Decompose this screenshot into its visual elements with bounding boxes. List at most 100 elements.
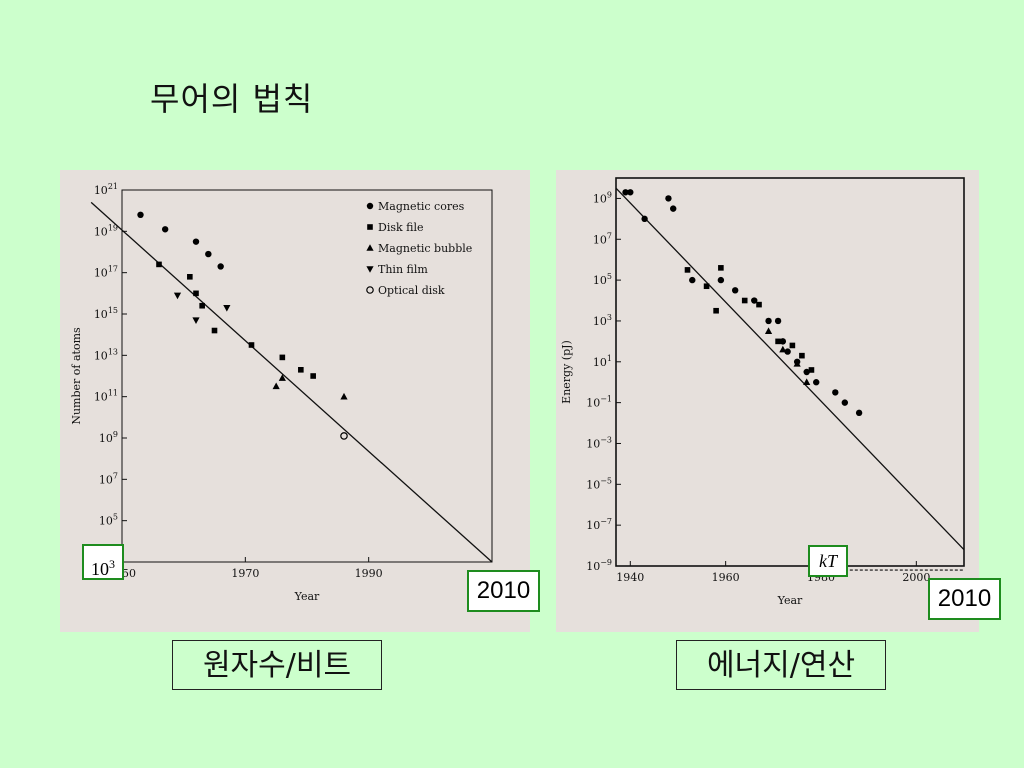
data-point [205, 250, 212, 258]
legend-marker [366, 286, 374, 294]
legend-entry: Magnetic cores [378, 200, 465, 213]
y-tick-label: 1011 [94, 389, 118, 404]
y-tick-label: 105 [593, 272, 612, 287]
trend-line [615, 187, 965, 551]
data-point [832, 389, 839, 396]
data-point [137, 211, 144, 218]
data-point [784, 348, 791, 355]
data-point [751, 297, 758, 304]
data-point [841, 399, 849, 406]
y-tick-label: 1021 [94, 182, 118, 197]
x-tick-label: 2000 [902, 571, 930, 584]
legend-entry: Optical disk [378, 284, 445, 297]
data-point [223, 305, 231, 312]
legend-entry: Magnetic bubble [378, 242, 472, 255]
data-point [298, 367, 304, 373]
data-point [248, 342, 255, 348]
legend-entry: Disk file [378, 221, 424, 234]
slide-title: 무어의 법칙 [150, 80, 314, 118]
data-point [665, 195, 672, 202]
data-point [192, 317, 200, 324]
y-tick-label: 107 [99, 471, 118, 486]
data-point [774, 317, 782, 325]
data-point [855, 409, 863, 417]
y-tick-label: 10−9 [586, 558, 612, 573]
y-tick-label: 109 [99, 430, 118, 445]
data-point [789, 342, 796, 349]
legend-entry: Thin film [378, 263, 428, 276]
atoms-1e3-highlight: 103 [82, 544, 124, 580]
legend-marker [366, 202, 374, 210]
plot-frame [615, 177, 965, 567]
trend-line [90, 201, 493, 563]
data-point [187, 274, 193, 280]
energy-per-operation-chart: 1940 1960 1980 200010−910−710−510−310−11011… [560, 177, 965, 607]
y-tick-label: 103 [593, 313, 612, 328]
x-axis-label: Year [777, 594, 803, 607]
caption-atoms-per-bit: 원자수/비트 [172, 640, 382, 690]
data-point [689, 276, 696, 284]
data-point [161, 226, 169, 233]
data-point [279, 354, 286, 361]
data-point [622, 189, 629, 196]
plot-frame [121, 189, 493, 563]
data-point [741, 297, 748, 304]
data-point [793, 360, 801, 367]
y-axis-label: Energy (pJ) [560, 340, 573, 404]
legend-marker [366, 266, 374, 273]
data-point [173, 292, 182, 300]
data-point [217, 263, 224, 270]
caption-energy-per-operation: 에너지/연산 [676, 640, 886, 690]
atoms-per-bit-chart: 1950197019901051071091011101310151017101… [70, 182, 493, 603]
data-point [340, 392, 348, 400]
energy-chart-panel: 1940 1960 1980 2000 10−9 10−7 10−5 10−3 10−1 101 1… [556, 170, 979, 632]
data-point [813, 379, 820, 386]
y-tick-label: 101 [593, 354, 612, 369]
y-tick-label: 10−3 [586, 435, 612, 450]
y-tick-label: 10−1 [586, 395, 612, 410]
data-point [808, 367, 815, 373]
x-tick-label: 1940 [616, 571, 644, 584]
data-point [627, 189, 634, 196]
data-point [156, 261, 162, 268]
x-tick-label: 1960 [712, 571, 740, 584]
legend-marker [367, 224, 373, 230]
y-tick-label: 1013 [94, 347, 118, 362]
data-point [211, 327, 218, 334]
data-point [779, 338, 787, 345]
data-point [779, 345, 787, 353]
data-point [717, 276, 725, 284]
data-point [731, 287, 739, 294]
x-tick-label: 1970 [231, 567, 259, 580]
atoms-base: 10 [91, 559, 109, 579]
year-2010-highlight-left: 2010 [467, 570, 540, 612]
data-point [803, 368, 810, 376]
year-2010-highlight-right: 2010 [928, 578, 1001, 620]
data-point [756, 301, 762, 308]
data-point [703, 283, 710, 290]
y-tick-label: 10−5 [586, 476, 612, 491]
data-point [340, 432, 348, 440]
data-point [193, 290, 199, 297]
data-point [765, 317, 772, 325]
data-point [684, 267, 691, 273]
data-point [199, 302, 205, 309]
data-point [803, 378, 811, 386]
data-point [799, 352, 805, 359]
data-point [272, 382, 280, 390]
y-tick-label: 109 [593, 190, 612, 205]
y-tick-label: 105 [99, 513, 118, 528]
y-tick-label: 1015 [94, 306, 118, 321]
data-point [713, 307, 719, 314]
data-point [670, 205, 677, 212]
atoms-chart-panel: 1950197019901051071091011101310151017101… [60, 170, 530, 632]
atoms-exponent: 3 [109, 557, 115, 571]
data-point [192, 238, 200, 245]
data-point [310, 373, 316, 379]
data-point [641, 215, 648, 223]
data-point [718, 265, 724, 271]
x-tick-label: 1990 [355, 567, 383, 580]
y-tick-label: 107 [593, 231, 612, 246]
y-tick-label: 10−7 [586, 517, 612, 532]
data-point [278, 374, 286, 381]
